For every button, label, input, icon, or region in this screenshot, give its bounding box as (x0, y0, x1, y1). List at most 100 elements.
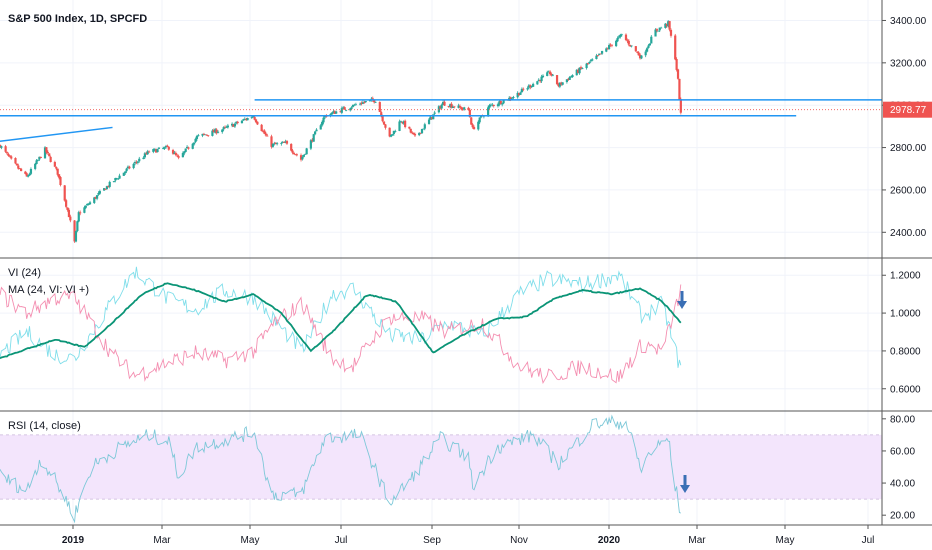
candle[interactable] (423, 122, 426, 131)
candle[interactable] (349, 107, 352, 112)
candle[interactable] (181, 151, 184, 158)
candle[interactable] (191, 142, 194, 150)
candle[interactable] (413, 132, 417, 138)
candle[interactable] (627, 38, 630, 47)
candle[interactable] (378, 101, 381, 113)
candle[interactable] (212, 128, 215, 133)
candle[interactable] (585, 62, 588, 70)
candle[interactable] (460, 106, 463, 111)
candle[interactable] (79, 210, 82, 216)
candle[interactable] (319, 123, 322, 130)
candle[interactable] (567, 78, 570, 82)
candle[interactable] (394, 129, 397, 133)
candle[interactable] (243, 117, 246, 121)
candle[interactable] (271, 143, 274, 148)
candle[interactable] (17, 163, 20, 170)
candle[interactable] (295, 153, 298, 157)
candle[interactable] (69, 214, 72, 223)
candle[interactable] (605, 47, 608, 53)
candle[interactable] (291, 149, 294, 155)
candle[interactable] (600, 50, 604, 55)
candle[interactable] (177, 154, 180, 160)
candle[interactable] (152, 148, 155, 154)
candle[interactable] (676, 68, 680, 80)
candle[interactable] (433, 110, 436, 116)
candle[interactable] (138, 156, 141, 163)
candle[interactable] (529, 84, 532, 90)
candle[interactable] (283, 141, 286, 143)
candle[interactable] (620, 33, 623, 37)
candle[interactable] (609, 43, 612, 47)
candle[interactable] (530, 85, 533, 89)
candle[interactable] (655, 28, 659, 33)
candle[interactable] (384, 124, 387, 130)
candle[interactable] (629, 44, 632, 47)
candle[interactable] (555, 74, 559, 86)
candle[interactable] (164, 144, 168, 149)
candle[interactable] (176, 153, 179, 158)
candle[interactable] (184, 148, 187, 153)
candle[interactable] (29, 167, 33, 176)
candle[interactable] (107, 185, 110, 188)
candle[interactable] (322, 115, 325, 125)
candle[interactable] (270, 134, 273, 149)
candle[interactable] (240, 119, 244, 124)
candle[interactable] (575, 69, 578, 76)
candle[interactable] (18, 168, 21, 170)
candle[interactable] (201, 133, 204, 138)
candle[interactable] (645, 47, 649, 53)
candle[interactable] (284, 139, 287, 144)
candle[interactable] (443, 99, 446, 107)
candle[interactable] (581, 67, 584, 70)
candle[interactable] (477, 120, 480, 131)
candle[interactable] (532, 82, 535, 87)
candle[interactable] (84, 204, 87, 209)
candle[interactable] (388, 127, 391, 138)
candle[interactable] (195, 134, 199, 141)
candle[interactable] (128, 165, 131, 170)
candle[interactable] (589, 59, 592, 63)
candle[interactable] (280, 141, 283, 146)
rsi-pane[interactable] (0, 414, 882, 524)
candle[interactable] (638, 53, 642, 60)
last-price-tag[interactable]: 2978.77 (883, 101, 932, 118)
candle[interactable] (143, 152, 146, 159)
candle[interactable] (519, 91, 522, 95)
candle[interactable] (427, 117, 431, 125)
candle[interactable] (148, 150, 151, 153)
candle[interactable] (453, 106, 456, 109)
candle[interactable] (207, 135, 210, 137)
candle[interactable] (292, 151, 296, 155)
candle[interactable] (547, 70, 550, 73)
candle[interactable] (517, 92, 521, 97)
candle[interactable] (498, 99, 501, 107)
candle[interactable] (76, 220, 79, 233)
candle[interactable] (27, 174, 30, 178)
candle[interactable] (577, 68, 580, 74)
candle[interactable] (253, 115, 256, 121)
candle[interactable] (304, 153, 307, 155)
candle[interactable] (571, 74, 574, 78)
candle[interactable] (492, 104, 495, 108)
candle[interactable] (617, 35, 621, 39)
candle[interactable] (24, 170, 27, 175)
candle[interactable] (285, 139, 289, 145)
candle[interactable] (136, 160, 139, 165)
candle[interactable] (232, 123, 235, 127)
candle[interactable] (63, 184, 66, 202)
candle[interactable] (185, 145, 189, 149)
candle[interactable] (404, 119, 407, 129)
candle[interactable] (561, 82, 564, 86)
candle[interactable] (8, 155, 11, 158)
candle[interactable] (104, 188, 107, 190)
rsi-line[interactable] (0, 414, 681, 524)
candle[interactable] (541, 74, 545, 79)
candle[interactable] (135, 160, 138, 165)
candle[interactable] (660, 26, 663, 29)
candle[interactable] (146, 149, 149, 156)
candle[interactable] (49, 155, 52, 163)
candle[interactable] (166, 144, 169, 148)
candle[interactable] (260, 123, 263, 132)
candle[interactable] (536, 81, 539, 85)
candle[interactable] (458, 104, 462, 109)
